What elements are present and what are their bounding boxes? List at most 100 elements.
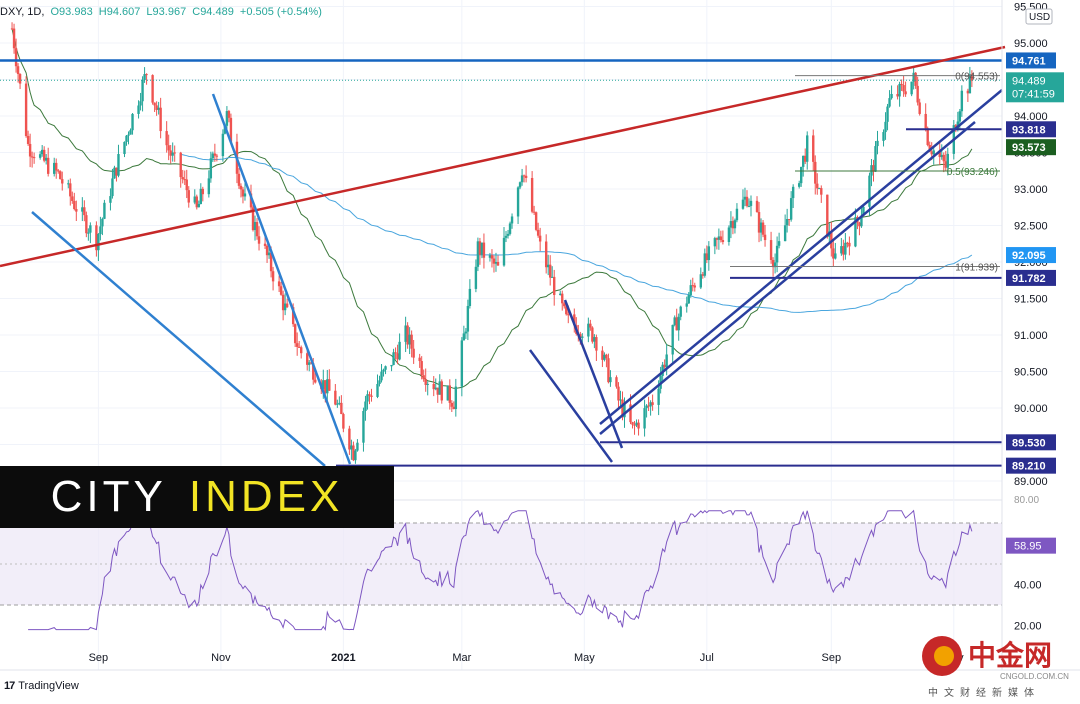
candle-body: [159, 107, 162, 132]
level-tag: [1006, 139, 1056, 156]
symbol-label[interactable]: DXY, 1D,: [0, 6, 45, 18]
level-tag: [1006, 434, 1056, 451]
candle-body: [269, 252, 273, 272]
candle-body: [715, 238, 719, 240]
candle-body: [904, 91, 907, 95]
candle-body: [143, 74, 146, 80]
candle-body: [448, 385, 451, 403]
candle-body: [398, 341, 401, 360]
candle-body: [464, 331, 468, 334]
candle-body: [524, 175, 528, 178]
candle-body: [378, 380, 381, 384]
candle-body: [412, 348, 415, 358]
candle-body: [390, 364, 393, 367]
candle-body: [291, 307, 295, 325]
price-tick-label: 92.500: [1014, 221, 1048, 233]
candle-body: [103, 202, 106, 219]
candle-body: [229, 117, 233, 142]
logo-index-text: INDEX: [188, 472, 344, 521]
candle-body: [633, 424, 636, 426]
candle-body: [424, 379, 427, 385]
candle-body: [940, 154, 943, 158]
candle-body: [886, 106, 889, 122]
price-axis[interactable]: 95.50095.00094.50094.00093.50093.00092.5…: [1001, 0, 1064, 670]
candle-body: [890, 93, 893, 99]
candle-body: [581, 336, 584, 338]
candle-body: [645, 405, 648, 409]
candle-body: [283, 303, 287, 311]
candle-body: [882, 132, 885, 141]
candle-body: [338, 402, 341, 404]
candle-body: [538, 235, 542, 242]
candle-body: [328, 379, 331, 391]
candle-body: [601, 350, 604, 360]
candle-body: [16, 66, 20, 75]
candle-body: [510, 216, 514, 224]
candle-body: [771, 259, 775, 268]
candle-body: [647, 405, 650, 407]
candle-body: [546, 264, 550, 268]
rsi-top-tick-label: 80.00: [1014, 495, 1039, 506]
cngold-watermark: 中金网 CNGOLD.COM.CN 中文财经新媒体: [920, 634, 1080, 704]
candle-body: [657, 388, 660, 405]
candle-body: [699, 274, 702, 288]
candle-body: [57, 170, 60, 172]
candle-body: [342, 414, 345, 429]
candle-body: [129, 130, 132, 135]
candle-body: [314, 379, 317, 383]
candle-body: [354, 450, 357, 461]
candle-body: [67, 183, 70, 185]
candle-body: [679, 306, 682, 317]
candle-body: [326, 379, 329, 394]
candle-body: [28, 143, 32, 157]
price-tick-label: 90.000: [1014, 403, 1048, 415]
candle-body: [876, 140, 879, 147]
candle-body: [277, 281, 281, 287]
candle-body: [858, 222, 861, 227]
candle-body: [324, 380, 327, 394]
fib-level-label: 0.5(93.246): [947, 167, 998, 178]
candle-body: [137, 105, 140, 114]
candle-body: [207, 178, 211, 195]
candle-body: [482, 242, 486, 258]
candle-body: [797, 183, 801, 187]
candle-body: [812, 135, 815, 162]
last-price-label: 94.489: [1012, 75, 1046, 87]
candle-body: [141, 79, 144, 102]
candle-body: [183, 179, 186, 181]
candle-body: [900, 83, 903, 86]
high-value: H94.607: [98, 6, 141, 18]
candle-body: [573, 314, 576, 326]
candle-body: [255, 222, 259, 237]
candle-body: [53, 162, 56, 174]
candle-body: [846, 242, 849, 244]
candle-body: [787, 219, 791, 221]
cngold-title: 中金网: [968, 640, 1053, 671]
candle-body: [125, 135, 128, 142]
candle-body: [109, 196, 112, 203]
rsi-line: [28, 509, 973, 632]
candle-body: [368, 394, 371, 396]
candle-body: [26, 136, 30, 144]
time-tick-label: Jul: [700, 652, 714, 664]
candle-body: [38, 154, 42, 158]
candle-body: [508, 223, 512, 234]
candle-body: [450, 402, 454, 407]
candle-body: [741, 199, 745, 209]
time-axis[interactable]: SepNov2021MarMayJulSepNov: [0, 652, 1080, 671]
currency-box: [1025, 8, 1053, 25]
candle-body: [173, 152, 176, 154]
price-tick-label: 91.000: [1014, 330, 1048, 342]
candle-body: [862, 206, 865, 216]
level-tag: [1006, 121, 1056, 138]
candle-body: [693, 285, 696, 288]
candle-body: [179, 152, 182, 178]
tradingview-footer[interactable]: 17 TradingView: [4, 680, 79, 692]
candle-body: [888, 98, 891, 107]
candle-body: [44, 157, 48, 161]
time-tick-label: Mar: [452, 652, 471, 664]
candle-body: [559, 293, 562, 295]
candle-body: [199, 188, 203, 205]
candle-body: [263, 243, 267, 246]
